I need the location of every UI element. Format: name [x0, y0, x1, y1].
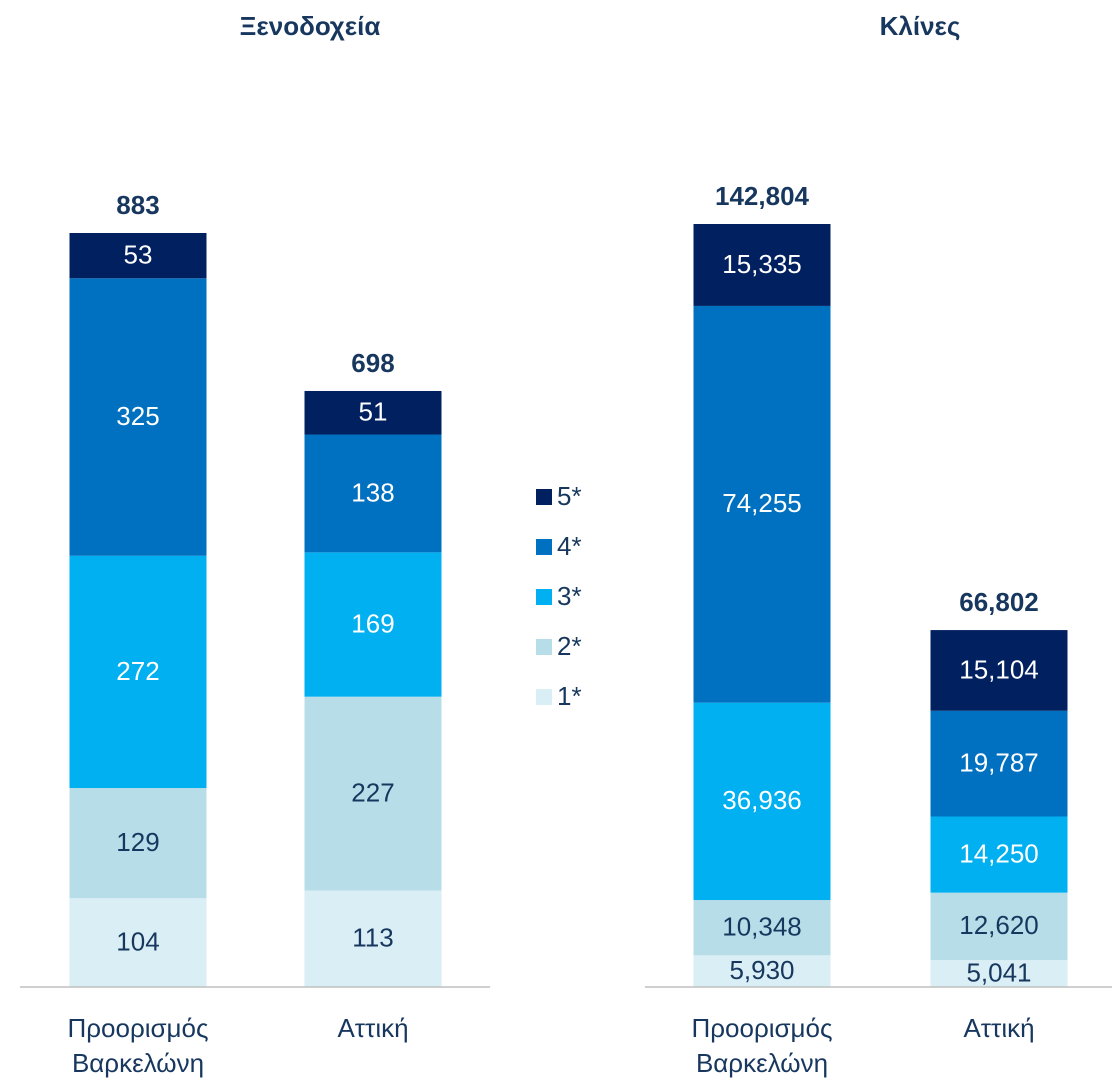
x-tick-label: Αττική	[963, 1013, 1034, 1043]
total-label: 698	[351, 348, 394, 378]
bar-segment	[304, 552, 442, 697]
total-label: 66,802	[959, 587, 1039, 617]
bar-segment	[304, 390, 442, 435]
bar-segment	[69, 788, 207, 899]
data-label: 272	[116, 656, 159, 686]
legend-label: 4*	[557, 531, 582, 561]
x-tick-label: Προορισμός	[67, 1013, 208, 1043]
legend-label: 2*	[557, 631, 582, 661]
bar-segment	[930, 960, 1068, 987]
legend-label: 3*	[557, 581, 582, 611]
data-label: 325	[116, 401, 159, 431]
chart-title: Κλίνες	[880, 11, 961, 41]
bar-segment	[930, 710, 1068, 817]
bar-segment	[69, 555, 207, 789]
x-tick-label: Προορισμός	[691, 1013, 832, 1043]
total-label: 883	[116, 190, 159, 220]
chart-title: Ξενοδοχεία	[240, 11, 381, 41]
bar-segment	[304, 890, 442, 987]
legend-swatch	[536, 489, 552, 505]
bar-segment	[304, 434, 442, 553]
bar-segment	[930, 816, 1068, 893]
bar-segment	[69, 898, 207, 987]
data-label: 12,620	[959, 910, 1039, 940]
bar-segment	[69, 278, 207, 556]
x-tick-label: Βαρκελώνη	[72, 1048, 204, 1078]
legend-swatch	[536, 689, 552, 705]
data-label: 5,930	[729, 955, 794, 985]
data-label: 19,787	[959, 748, 1039, 778]
x-tick-label: Αττική	[337, 1013, 408, 1043]
data-label: 113	[352, 923, 393, 953]
data-label: 14,250	[959, 838, 1039, 868]
data-label: 36,936	[722, 785, 802, 815]
data-label: 15,335	[722, 249, 802, 279]
x-tick-label: Βαρκελώνη	[696, 1048, 828, 1078]
data-label: 5,041	[966, 957, 1031, 987]
bar-segment	[693, 900, 831, 956]
bar-segment	[693, 955, 831, 987]
data-label: 104	[116, 926, 159, 956]
bar-segment	[693, 305, 831, 703]
data-label: 51	[359, 397, 388, 427]
data-label: 10,348	[722, 912, 802, 942]
legend-label: 5*	[557, 481, 582, 511]
data-label: 129	[116, 827, 159, 857]
legend-label: 1*	[557, 681, 582, 711]
data-label: 227	[351, 777, 394, 807]
data-label: 169	[351, 608, 394, 638]
bar-segment	[693, 224, 831, 306]
data-label: 15,104	[959, 654, 1039, 684]
data-label: 53	[124, 240, 153, 270]
bar-segment	[693, 702, 831, 901]
bar-segment	[930, 630, 1068, 711]
bar-segment	[69, 233, 207, 279]
bar-segment	[304, 696, 442, 891]
legend-swatch	[536, 589, 552, 605]
bar-segment	[930, 892, 1068, 961]
total-label: 142,804	[715, 181, 810, 211]
legend-swatch	[536, 539, 552, 555]
data-label: 74,255	[722, 488, 802, 518]
data-label: 138	[351, 477, 394, 507]
legend-swatch	[536, 639, 552, 655]
